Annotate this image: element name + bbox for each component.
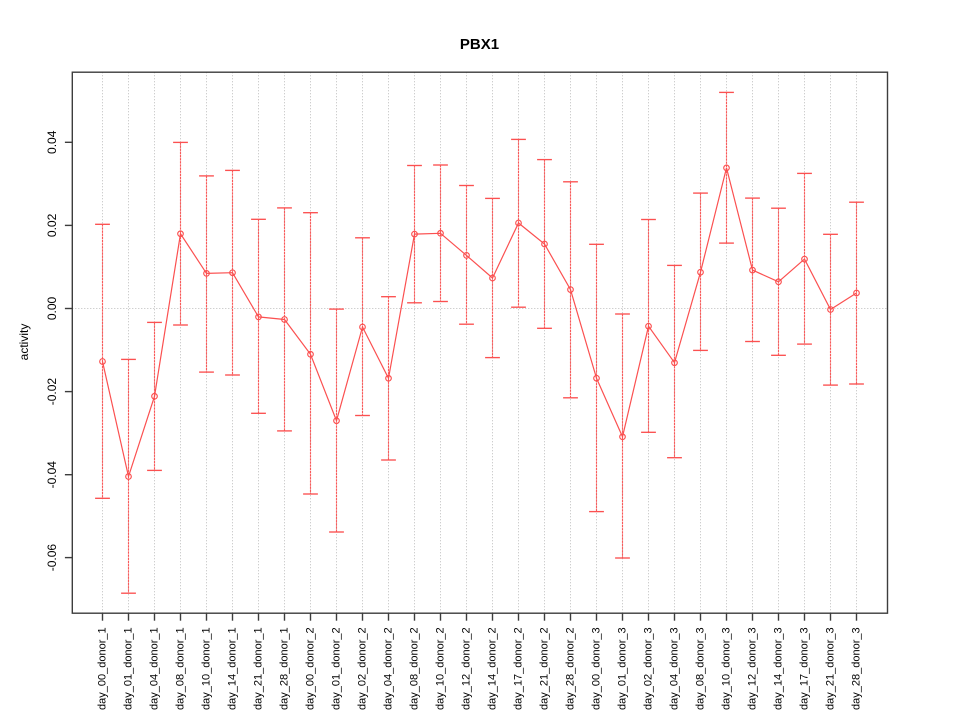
svg-text:day_08_donor_2: day_08_donor_2 [409,627,421,710]
svg-text:0.04: 0.04 [45,130,59,154]
svg-text:day_10_donor_2: day_10_donor_2 [435,627,447,710]
svg-text:day_04_donor_3: day_04_donor_3 [669,627,681,710]
svg-text:-0.02: -0.02 [45,378,59,406]
svg-text:day_17_donor_2: day_17_donor_2 [513,627,525,710]
svg-text:day_01_donor_2: day_01_donor_2 [331,627,343,710]
svg-text:day_02_donor_3: day_02_donor_3 [643,627,655,710]
svg-text:day_17_donor_3: day_17_donor_3 [799,627,811,710]
svg-text:-0.04: -0.04 [45,461,59,489]
svg-text:day_28_donor_1: day_28_donor_1 [279,627,291,710]
svg-text:day_10_donor_1: day_10_donor_1 [201,627,213,710]
svg-text:day_00_donor_3: day_00_donor_3 [591,627,603,710]
svg-text:day_12_donor_2: day_12_donor_2 [461,627,473,710]
svg-text:day_14_donor_2: day_14_donor_2 [487,627,499,710]
svg-text:day_02_donor_2: day_02_donor_2 [357,627,369,710]
svg-text:-0.06: -0.06 [45,544,59,572]
svg-text:day_28_donor_2: day_28_donor_2 [565,627,577,710]
svg-text:day_08_donor_1: day_08_donor_1 [175,627,187,710]
svg-text:PBX1: PBX1 [460,36,499,53]
svg-text:day_04_donor_2: day_04_donor_2 [383,627,395,710]
svg-text:day_08_donor_3: day_08_donor_3 [695,627,707,710]
svg-text:day_12_donor_3: day_12_donor_3 [747,627,759,710]
svg-text:day_10_donor_3: day_10_donor_3 [721,627,733,710]
svg-text:day_14_donor_3: day_14_donor_3 [773,627,785,710]
svg-text:day_21_donor_1: day_21_donor_1 [253,627,265,710]
svg-text:day_28_donor_3: day_28_donor_3 [851,627,863,710]
svg-text:day_01_donor_3: day_01_donor_3 [617,627,629,710]
svg-text:day_04_donor_1: day_04_donor_1 [149,627,161,710]
svg-text:day_01_donor_1: day_01_donor_1 [123,627,135,710]
svg-text:day_14_donor_1: day_14_donor_1 [227,627,239,710]
svg-text:0.02: 0.02 [45,213,59,237]
svg-text:day_00_donor_2: day_00_donor_2 [305,627,317,710]
svg-text:activity: activity [17,324,31,361]
svg-text:day_21_donor_3: day_21_donor_3 [825,627,837,710]
svg-text:day_00_donor_1: day_00_donor_1 [97,627,109,710]
svg-text:day_21_donor_2: day_21_donor_2 [539,627,551,710]
svg-text:0.00: 0.00 [45,296,59,320]
